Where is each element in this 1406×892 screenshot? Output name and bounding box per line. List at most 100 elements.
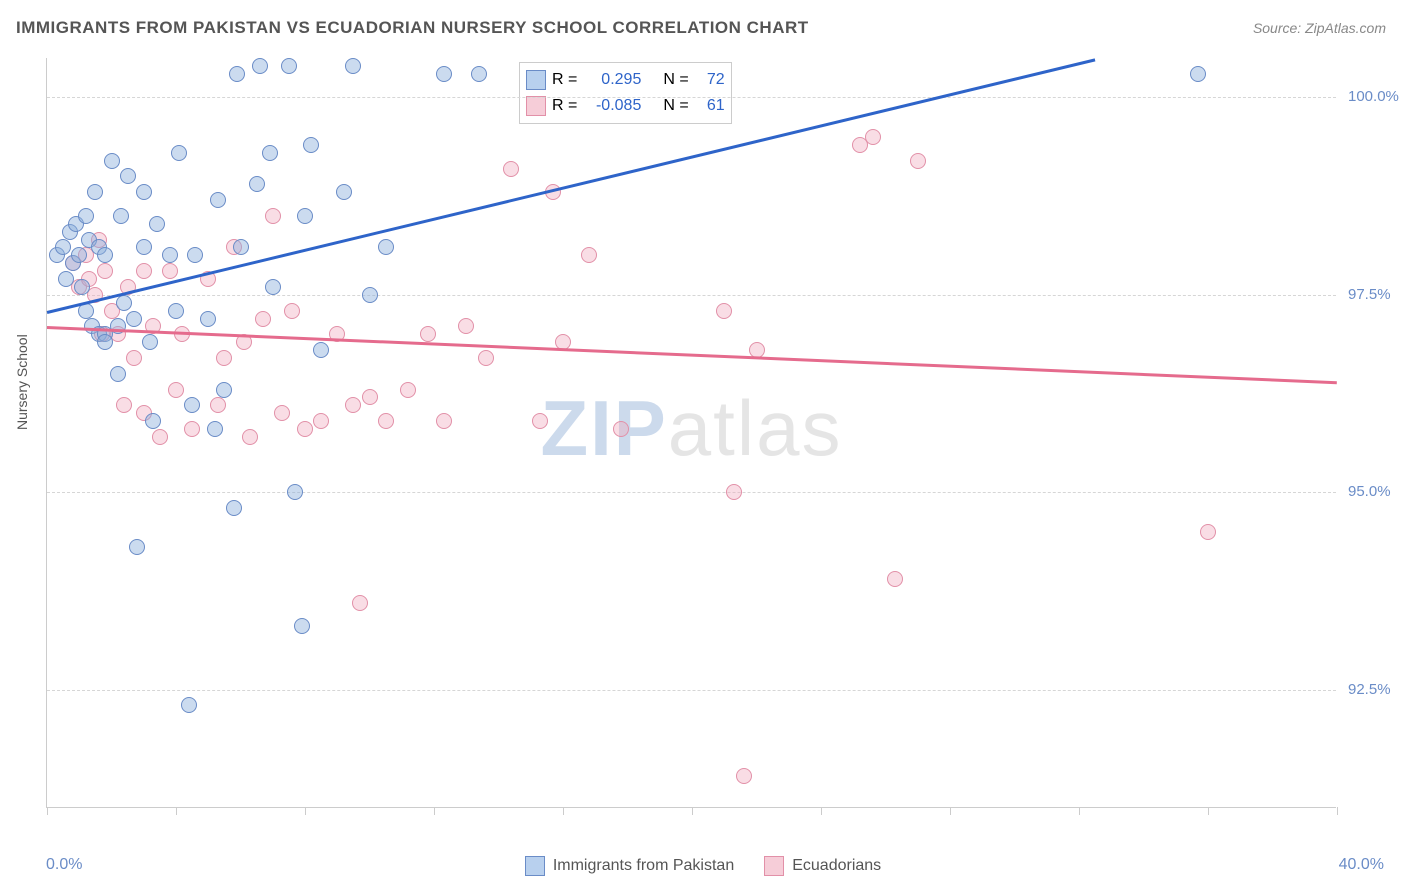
data-point bbox=[136, 263, 152, 279]
x-tick bbox=[47, 807, 48, 815]
data-point bbox=[613, 421, 629, 437]
data-point bbox=[55, 239, 71, 255]
data-point bbox=[726, 484, 742, 500]
data-point bbox=[362, 389, 378, 405]
data-point bbox=[129, 539, 145, 555]
y-tick-label: 92.5% bbox=[1348, 681, 1391, 698]
data-point bbox=[126, 350, 142, 366]
legend-item-ecuadorians: Ecuadorians bbox=[764, 856, 881, 876]
data-point bbox=[200, 311, 216, 327]
data-point bbox=[294, 618, 310, 634]
data-point bbox=[152, 429, 168, 445]
data-point bbox=[503, 161, 519, 177]
data-point bbox=[1190, 66, 1206, 82]
data-point bbox=[262, 145, 278, 161]
data-point bbox=[716, 303, 732, 319]
data-point bbox=[436, 66, 452, 82]
data-point bbox=[284, 303, 300, 319]
x-tick bbox=[692, 807, 693, 815]
data-point bbox=[265, 208, 281, 224]
data-point bbox=[187, 247, 203, 263]
data-point bbox=[207, 421, 223, 437]
data-point bbox=[71, 247, 87, 263]
watermark-rest: atlas bbox=[668, 383, 843, 471]
n-label: N = bbox=[663, 97, 688, 115]
gridline bbox=[47, 97, 1336, 98]
data-point bbox=[110, 366, 126, 382]
x-min-label: 0.0% bbox=[46, 856, 82, 874]
data-point bbox=[287, 484, 303, 500]
data-point bbox=[226, 500, 242, 516]
y-tick-label: 95.0% bbox=[1348, 483, 1391, 500]
data-point bbox=[736, 768, 752, 784]
data-point bbox=[303, 137, 319, 153]
y-tick-label: 100.0% bbox=[1348, 88, 1399, 105]
gridline bbox=[47, 295, 1336, 296]
data-point bbox=[97, 334, 113, 350]
data-point bbox=[87, 184, 103, 200]
source-label: Source: ZipAtlas.com bbox=[1253, 20, 1386, 36]
y-axis-title: Nursery School bbox=[14, 334, 30, 430]
watermark: ZIPatlas bbox=[540, 382, 842, 473]
legend-row-pakistan: R = 0.295 N = 72 bbox=[526, 67, 725, 93]
data-point bbox=[126, 311, 142, 327]
x-tick bbox=[1337, 807, 1338, 815]
r-value-pakistan: 0.295 bbox=[583, 71, 641, 89]
r-value-ecuadorians: -0.085 bbox=[583, 97, 641, 115]
data-point bbox=[313, 413, 329, 429]
data-point bbox=[116, 397, 132, 413]
swatch-pakistan bbox=[526, 70, 546, 90]
chart-title: IMMIGRANTS FROM PAKISTAN VS ECUADORIAN N… bbox=[16, 18, 809, 38]
legend-label-pakistan: Immigrants from Pakistan bbox=[553, 857, 734, 875]
data-point bbox=[74, 279, 90, 295]
data-point bbox=[345, 58, 361, 74]
swatch-ecuadorians bbox=[764, 856, 784, 876]
data-point bbox=[104, 153, 120, 169]
data-point bbox=[97, 263, 113, 279]
data-point bbox=[458, 318, 474, 334]
data-point bbox=[910, 153, 926, 169]
data-point bbox=[168, 303, 184, 319]
x-tick bbox=[1079, 807, 1080, 815]
data-point bbox=[78, 208, 94, 224]
swatch-ecuadorians bbox=[526, 96, 546, 116]
data-point bbox=[216, 350, 232, 366]
data-point bbox=[378, 413, 394, 429]
data-point bbox=[249, 176, 265, 192]
data-point bbox=[436, 413, 452, 429]
correlation-legend: R = 0.295 N = 72 R = -0.085 N = 61 bbox=[519, 62, 732, 124]
n-label: N = bbox=[663, 71, 688, 89]
legend-label-ecuadorians: Ecuadorians bbox=[792, 857, 881, 875]
gridline bbox=[47, 690, 1336, 691]
trend-line bbox=[47, 326, 1337, 384]
data-point bbox=[162, 263, 178, 279]
data-point bbox=[265, 279, 281, 295]
data-point bbox=[865, 129, 881, 145]
data-point bbox=[120, 168, 136, 184]
y-tick-label: 97.5% bbox=[1348, 286, 1391, 303]
data-point bbox=[145, 413, 161, 429]
data-point bbox=[149, 216, 165, 232]
n-value-ecuadorians: 61 bbox=[695, 97, 725, 115]
data-point bbox=[345, 397, 361, 413]
data-point bbox=[136, 239, 152, 255]
data-point bbox=[313, 342, 329, 358]
plot-area: ZIPatlas R = 0.295 N = 72 R = -0.085 N =… bbox=[46, 58, 1336, 808]
data-point bbox=[532, 413, 548, 429]
data-point bbox=[184, 421, 200, 437]
data-point bbox=[362, 287, 378, 303]
watermark-bold: ZIP bbox=[540, 383, 667, 471]
data-point bbox=[171, 145, 187, 161]
data-point bbox=[113, 208, 129, 224]
data-point bbox=[184, 397, 200, 413]
data-point bbox=[110, 318, 126, 334]
data-point bbox=[887, 571, 903, 587]
data-point bbox=[136, 184, 152, 200]
data-point bbox=[181, 697, 197, 713]
data-point bbox=[478, 350, 494, 366]
data-point bbox=[116, 295, 132, 311]
data-point bbox=[420, 326, 436, 342]
data-point bbox=[352, 595, 368, 611]
data-point bbox=[255, 311, 271, 327]
data-point bbox=[216, 382, 232, 398]
